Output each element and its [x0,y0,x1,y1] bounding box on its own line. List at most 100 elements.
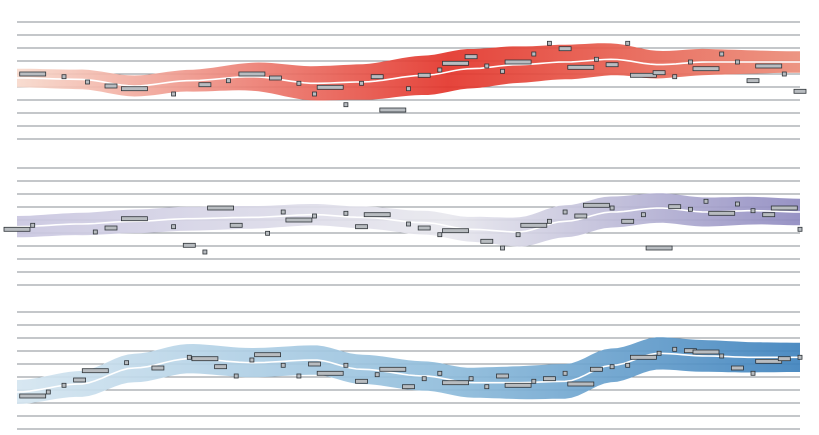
data-point [19,71,47,77]
data-point [480,238,494,244]
data-point [755,358,783,364]
data-point [265,230,271,236]
data-point [30,222,36,228]
data-point [703,198,709,204]
data-point [630,72,657,78]
data-point [797,226,803,232]
data-point [207,205,235,211]
data-point [574,213,588,219]
data-point [124,360,129,366]
data-point [645,245,673,251]
data-point [594,56,599,62]
data-point [515,232,521,238]
data-point [104,83,118,89]
data-point [81,368,109,374]
data-point [652,70,666,76]
data-point [777,356,791,362]
data-point [567,381,595,387]
data-point [249,357,255,363]
data-point [406,221,411,227]
data-point [171,91,177,97]
data-point [641,212,646,218]
data-point [531,378,537,384]
data-point [421,376,427,382]
data-point [500,245,505,251]
data-point [316,370,344,376]
data-point [520,222,548,228]
uncertainty-band [17,43,800,101]
data-point [121,216,148,222]
data-point [379,366,407,372]
data-point [746,78,760,84]
data-point [198,82,212,88]
data-point [558,46,572,52]
data-point [504,382,532,388]
data-point [61,74,67,80]
data-point [280,209,286,215]
panel-2 [3,167,803,286]
uncertainty-band [17,337,800,404]
data-point [625,362,631,368]
data-point [171,224,177,230]
data-point [708,210,736,216]
data-point [735,201,740,207]
data-point [750,208,756,214]
data-point [296,80,302,86]
data-point [355,224,368,230]
data-point [254,352,282,358]
data-point [719,51,725,57]
data-point [692,349,720,355]
data-point [268,75,282,81]
data-point [688,206,693,212]
data-point [688,59,693,65]
data-point [45,389,51,395]
data-point [731,365,744,371]
data-point [735,59,740,65]
data-point [672,74,678,80]
data-point [406,86,411,92]
data-point [363,212,391,218]
data-point [182,242,196,248]
data-point [280,362,286,368]
data-point [567,64,595,70]
data-point [719,353,725,359]
data-point [402,384,415,390]
data-point [609,205,615,211]
data-point [590,366,603,372]
data-point [621,218,635,224]
data-point [233,373,239,379]
data-point [121,86,148,92]
data-point [543,376,556,382]
data-point [355,378,368,384]
data-point [762,212,776,218]
data-point [316,84,344,90]
data-point [500,68,505,74]
data-point [308,361,321,367]
data-point [656,350,662,356]
data-point [442,60,469,66]
data-point [238,71,266,77]
data-point [504,59,532,65]
data-point [496,373,509,379]
data-point [442,380,469,386]
data-point [19,393,47,399]
data-point [692,66,720,72]
data-point [562,370,568,376]
data-point [437,370,443,376]
data-point [464,54,478,60]
data-point [547,40,552,46]
data-point [484,384,490,390]
data-point [343,210,349,216]
data-point [531,51,537,57]
mean-line [17,58,800,87]
data-point [417,72,431,78]
data-point [770,205,798,211]
data-point [151,365,165,371]
data-point [104,225,118,231]
mean-line [16,352,800,393]
data-point [442,228,469,234]
data-point [630,354,657,360]
panel-3 [16,311,803,430]
data-point [668,204,682,210]
